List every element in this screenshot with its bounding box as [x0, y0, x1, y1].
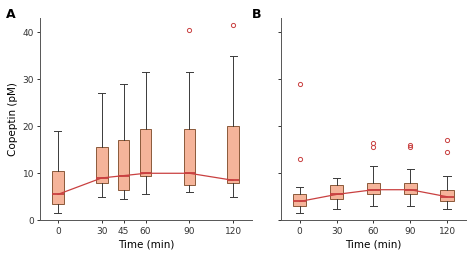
PathPatch shape: [140, 129, 151, 176]
Text: B: B: [252, 8, 261, 21]
Text: A: A: [6, 8, 16, 21]
PathPatch shape: [330, 185, 343, 199]
X-axis label: Time (min): Time (min): [345, 240, 401, 250]
PathPatch shape: [118, 140, 129, 190]
PathPatch shape: [96, 147, 108, 183]
PathPatch shape: [367, 183, 380, 195]
PathPatch shape: [228, 126, 239, 183]
PathPatch shape: [52, 171, 64, 204]
X-axis label: Time (min): Time (min): [118, 240, 174, 250]
Y-axis label: Copeptin (pM): Copeptin (pM): [9, 82, 18, 156]
PathPatch shape: [293, 195, 307, 206]
PathPatch shape: [403, 183, 417, 195]
PathPatch shape: [183, 129, 195, 185]
PathPatch shape: [440, 190, 454, 201]
